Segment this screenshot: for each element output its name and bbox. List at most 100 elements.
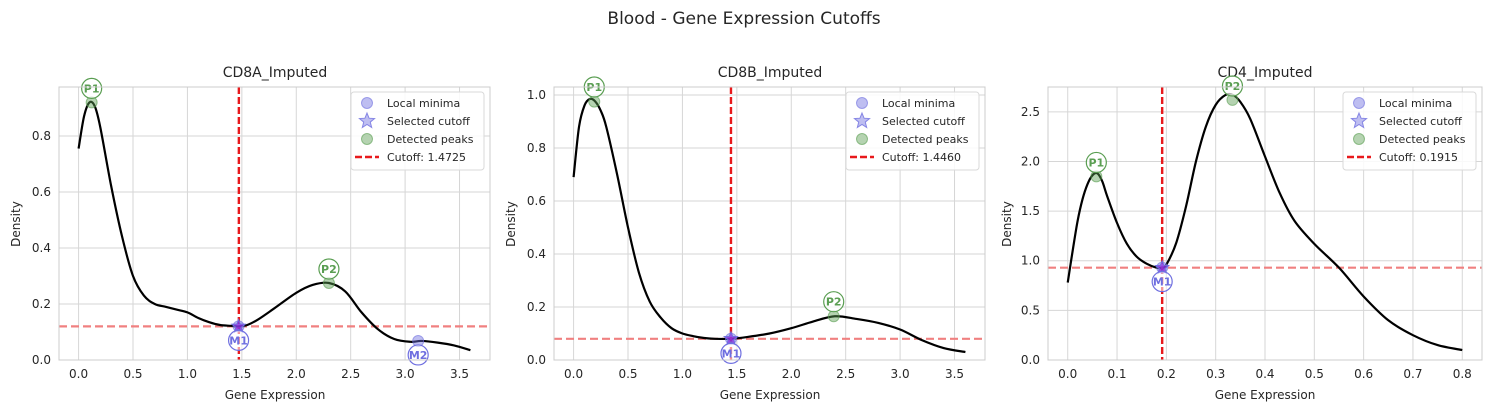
- x-tick-label: 0.4: [1255, 367, 1274, 381]
- legend: Local minima Selected cutoff Detected peak…: [350, 91, 485, 171]
- x-tick-label: 3.5: [450, 367, 469, 381]
- peak-marker: [827, 310, 840, 323]
- legend-label: Selected cutoff: [882, 115, 965, 128]
- x-tick-label: 1.0: [673, 367, 692, 381]
- legend-label: Detected peaks: [882, 133, 969, 146]
- x-tick-label: 2.5: [341, 367, 360, 381]
- y-tick-label: 0.5: [1021, 303, 1040, 317]
- minimum-annotation-label: M1: [229, 334, 248, 347]
- x-tick-label: 0.5: [1305, 367, 1324, 381]
- panel-cd8a: CD8A_Imputed Gene Expression Density 0.0…: [9, 65, 491, 402]
- legend-minima-handle: [361, 97, 373, 109]
- density-curve: [77, 100, 471, 352]
- y-axis-label: Density: [504, 201, 518, 247]
- peak-annotation-label: P1: [1088, 156, 1104, 169]
- panel-cd8b: CD8B_Imputed Gene Expression Density 0.0…: [504, 65, 986, 402]
- x-tick-label: 2.0: [782, 367, 801, 381]
- figure-suptitle: Blood - Gene Expression Cutoffs: [607, 9, 880, 29]
- x-axis-label: Gene Expression: [1215, 388, 1316, 402]
- x-tick-label: 3.0: [891, 367, 910, 381]
- peak-annotation-label: P1: [84, 82, 100, 95]
- legend-label: Local minima: [1379, 97, 1452, 110]
- peak-marker: [588, 95, 601, 108]
- y-tick-label: 0.2: [32, 297, 51, 311]
- legend: Local minima Selected cutoff Detected peak…: [1342, 91, 1477, 171]
- y-axis-label: Density: [9, 201, 23, 247]
- peak-annotation-label: P2: [321, 263, 337, 276]
- peak-annotation-circle: [81, 77, 103, 100]
- legend-label: Cutoff: 1.4725: [387, 151, 466, 164]
- legend-selected-handle: [358, 111, 376, 129]
- x-tick-label: 1.5: [727, 367, 746, 381]
- panel-cd4: CD4_Imputed Gene Expression Density 0.0 0…: [1000, 65, 1483, 402]
- legend-selected-handle: [1350, 111, 1368, 129]
- legend-label: Cutoff: 0.1915: [1379, 151, 1458, 164]
- peak-annotation-circle: [1085, 151, 1107, 174]
- legend-minima-handle: [1353, 97, 1365, 109]
- axes-frame: [553, 86, 986, 361]
- x-tick-label: 0.5: [618, 367, 637, 381]
- legend-label: Selected cutoff: [387, 115, 470, 128]
- peak-annotation-circle: [823, 291, 845, 313]
- y-tick-label: 0.4: [32, 241, 51, 255]
- legend-label: Local minima: [387, 97, 460, 110]
- legend-peaks-handle: [856, 133, 868, 145]
- x-tick-label: 0.1: [1107, 367, 1126, 381]
- legend-peaks-handle: [361, 133, 373, 145]
- x-tick-label: 0.7: [1403, 367, 1422, 381]
- legend-label: Detected peaks: [387, 133, 474, 146]
- legend: Local minima Selected cutoff Detected peak…: [845, 91, 980, 171]
- x-tick-label: 0.8: [1453, 367, 1472, 381]
- minimum-annotation-circle: [1151, 270, 1173, 293]
- x-tick-label: 0.0: [69, 367, 88, 381]
- y-tick-label: 0.6: [32, 185, 51, 199]
- legend-frame: [350, 91, 485, 171]
- y-tick-label: 1.0: [1021, 254, 1040, 268]
- y-tick-label: 2.5: [1021, 105, 1040, 119]
- minimum-annotation-label: M2: [409, 349, 428, 362]
- y-tick-label: 0.0: [32, 353, 51, 367]
- x-tick-label: 1.0: [178, 367, 197, 381]
- y-tick-label: 0.2: [527, 300, 546, 314]
- x-tick-label: 0.2: [1157, 367, 1176, 381]
- panel-title: CD8B_Imputed: [718, 65, 823, 81]
- y-tick-label: 0.8: [527, 141, 546, 155]
- legend-peaks-handle: [1353, 133, 1365, 145]
- peak-annotation-circle: [318, 258, 340, 280]
- density-curve: [572, 97, 966, 354]
- y-axis-label: Density: [1000, 201, 1014, 247]
- y-tick-label: 0.8: [32, 129, 51, 143]
- selected-cutoff-marker: [230, 317, 247, 334]
- plot-area: [59, 87, 490, 360]
- peak-annotation-label: P2: [826, 296, 842, 309]
- minimum-annotation-label: M1: [722, 347, 741, 360]
- legend-label: Detected peaks: [1379, 133, 1466, 146]
- y-tick-label: 0.0: [527, 353, 546, 367]
- panel-title: CD4_Imputed: [1218, 65, 1313, 81]
- legend-minima-handle: [856, 97, 868, 109]
- x-tick-label: 0.0: [564, 367, 583, 381]
- selected-cutoff-marker: [722, 330, 739, 346]
- y-tick-label: 0.0: [1021, 353, 1040, 367]
- minimum-annotation-label: M1: [1153, 276, 1172, 289]
- x-axis-label: Gene Expression: [720, 388, 821, 402]
- legend-frame: [845, 91, 980, 171]
- y-tick-label: 0.4: [527, 247, 546, 261]
- y-tick-label: 0.6: [527, 194, 546, 208]
- legend-selected-handle: [853, 111, 871, 129]
- x-tick-label: 3.0: [396, 367, 415, 381]
- y-tick-label: 1.5: [1021, 204, 1040, 218]
- minimum-annotation-circle: [720, 342, 742, 364]
- x-axis-label: Gene Expression: [225, 388, 326, 402]
- axes-frame: [58, 86, 491, 361]
- y-tick-label: 2.0: [1021, 154, 1040, 168]
- x-tick-label: 0.5: [123, 367, 142, 381]
- minimum-annotation-circle: [227, 329, 250, 351]
- x-tick-label: 3.5: [945, 367, 964, 381]
- legend-label: Local minima: [882, 97, 955, 110]
- panel-title: CD8A_Imputed: [223, 65, 328, 81]
- x-tick-label: 0.6: [1354, 367, 1373, 381]
- plot-area: [554, 87, 985, 360]
- x-tick-label: 1.5: [232, 367, 251, 381]
